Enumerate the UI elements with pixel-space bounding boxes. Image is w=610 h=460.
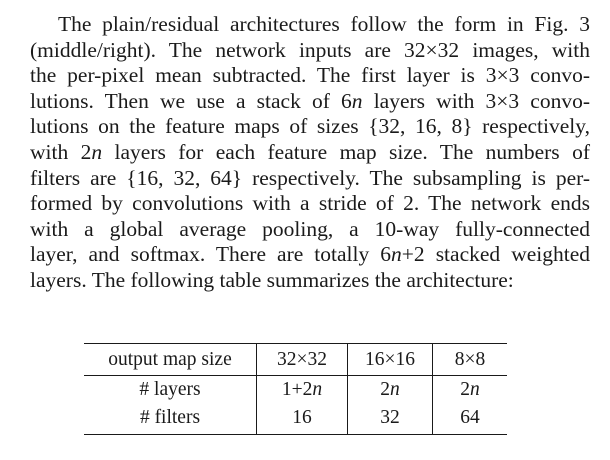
table-row: # filters 16 32 64 (84, 404, 507, 435)
table-cell: 64 (432, 404, 507, 435)
table-row: # layers 1+2n 2n 2n (84, 375, 507, 404)
paragraph-line: with 2n layers for each feature map size… (30, 139, 590, 164)
table-cell: # layers (84, 375, 257, 404)
table-header-row: output map size 32×32 16×16 8×8 (84, 343, 507, 376)
architecture-table: output map size 32×32 16×16 8×8 # layers… (84, 343, 507, 435)
table-cell: 32 (347, 404, 433, 435)
table-header-cell: 32×32 (256, 343, 348, 376)
paragraph-line: formed by convolutions with a stride of … (30, 191, 590, 216)
paragraph-line: layer, and softmax. There are totally 6n… (30, 242, 590, 267)
table-cell: 1+2n (256, 375, 348, 404)
paragraph-line: with a global average pooling, a 10-way … (30, 216, 590, 241)
body-paragraph: The plain/residual architectures follow … (30, 12, 590, 294)
table-cell: 2n (347, 375, 433, 404)
table-header-cell: 16×16 (347, 343, 433, 376)
paragraph-line: filters are {16, 32, 64} respectively. T… (30, 165, 590, 190)
paragraph-line: lutions on the feature maps of sizes {32… (30, 114, 590, 139)
paragraph-line: lutions. Then we use a stack of 6n layer… (30, 88, 590, 113)
table-header-cell: 8×8 (432, 343, 507, 376)
table-header-cell: output map size (84, 343, 257, 376)
table-cell: 2n (460, 379, 480, 400)
paragraph-line: (middle/right). The network inputs are 3… (30, 37, 590, 62)
paragraph-line: layers. The following table summarizes t… (30, 267, 514, 292)
paragraph-line: The plain/residual architectures follow … (58, 12, 590, 36)
table-cell: # filters (84, 404, 257, 435)
table-cell: 16 (256, 404, 348, 435)
paragraph-line: the per-pixel mean subtracted. The first… (30, 63, 590, 88)
